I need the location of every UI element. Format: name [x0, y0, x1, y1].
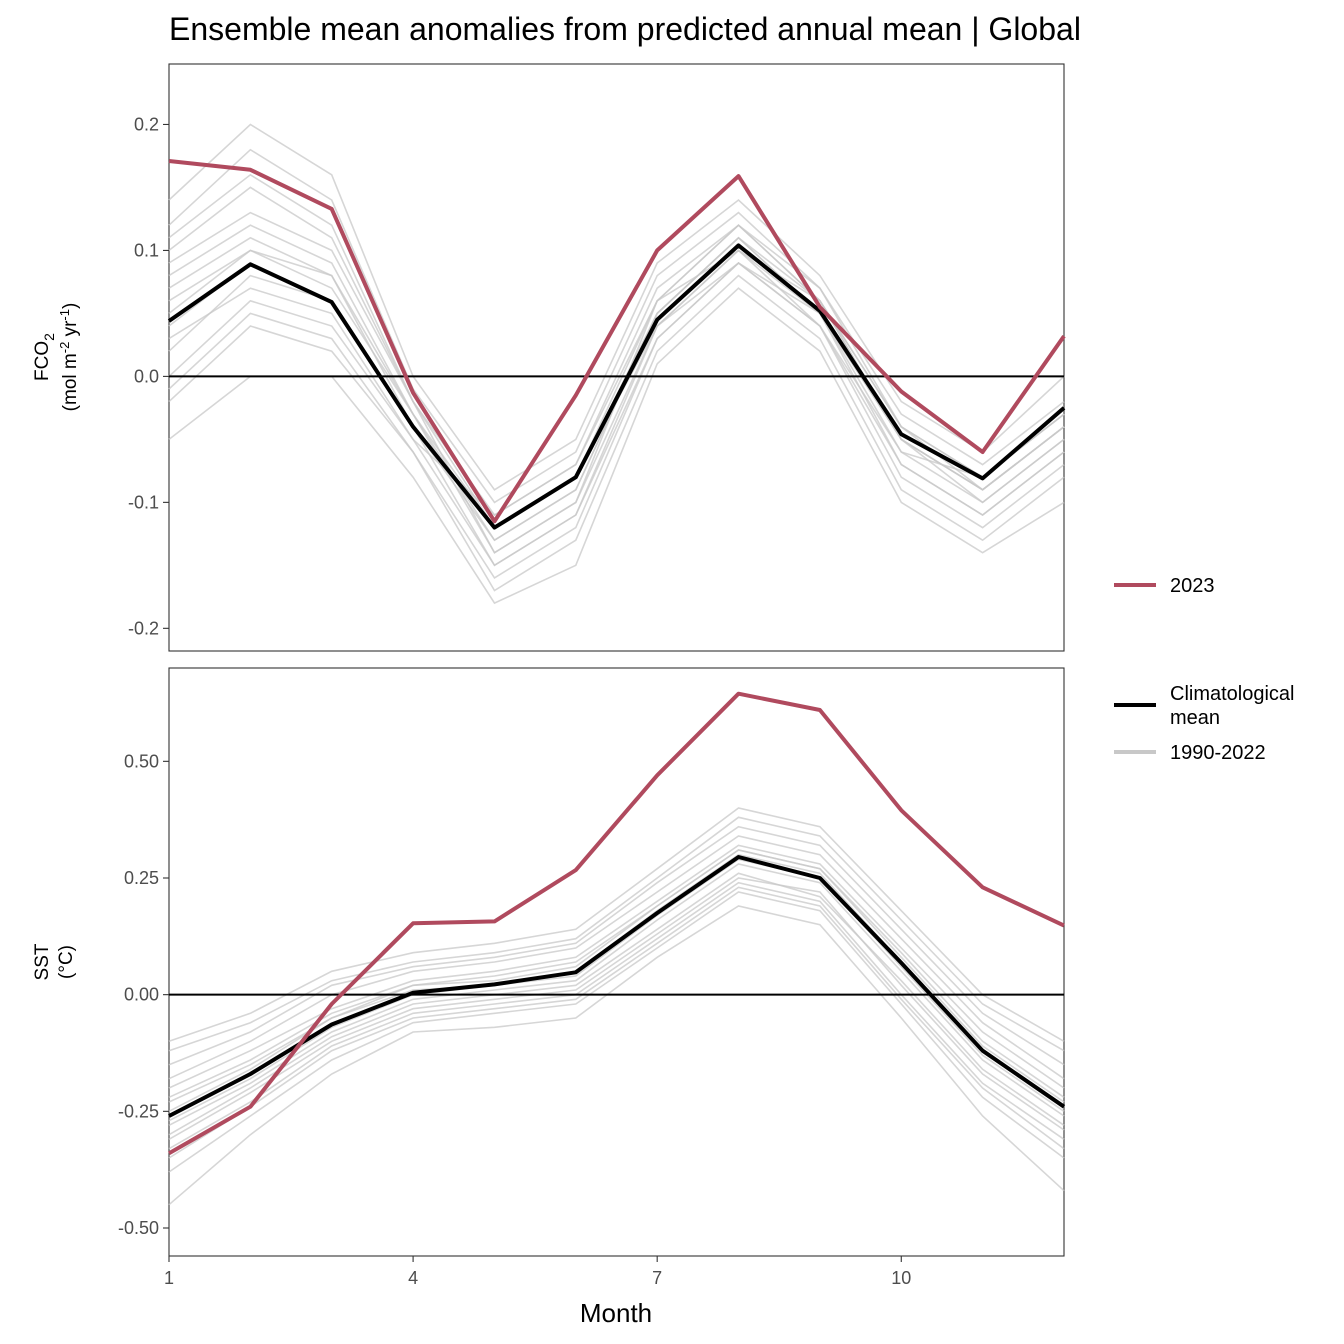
- sst-history-line-4: [168, 891, 1065, 1173]
- x-axis-title: Month: [580, 1298, 652, 1328]
- sst-history-line-14: [168, 886, 1065, 1159]
- sst-y-units: (°C): [56, 945, 77, 979]
- sst-history-line-13: [168, 816, 1065, 1052]
- sst-y-title: SST: [32, 943, 53, 980]
- sst-history-line-6: [168, 863, 1065, 1127]
- fco2-climatology-line: [167, 243, 1066, 530]
- sst-history-line-1: [168, 844, 1065, 1089]
- sst-history-line-16: [168, 877, 1065, 1140]
- sst-y-tick-label-0: -0.50: [118, 1218, 159, 1238]
- fco2-y-tick-label-1: -0.1: [128, 492, 159, 512]
- fco2-y-units: (mol m-2 yr-1): [57, 303, 81, 412]
- sst-history-line-7: [168, 807, 1065, 1043]
- sst-2023-line: [168, 691, 1065, 1156]
- fco2-history-line-15: [168, 261, 1065, 579]
- sst-history-line-11: [168, 835, 1065, 1080]
- legend-climatology-label-line2: mean: [1170, 707, 1220, 729]
- panel-fco2: -0.2 -0.1 0.0 0.1 0.2 FCO2 (mol m-2 yr-1): [32, 63, 1066, 652]
- fco2-series-lines: [167, 159, 1066, 530]
- sst-history-line-12: [168, 858, 1065, 1122]
- fco2-history-line-8: [168, 123, 1065, 491]
- sst-history-line-5: [168, 825, 1065, 1066]
- sst-series-lines: [168, 691, 1066, 1156]
- fco2-y-tick-label-0: -0.2: [128, 618, 159, 638]
- fco2-history-line-10: [168, 236, 1065, 554]
- sst-y-axis: -0.50 -0.25 0.00 0.25 0.50: [118, 751, 169, 1238]
- sst-y-tick-label-1: -0.25: [118, 1101, 159, 1121]
- sst-history-line-8: [168, 881, 1065, 1150]
- sst-y-tick-label-3: 0.25: [124, 868, 159, 888]
- fco2-2023-line: [168, 159, 1066, 524]
- fco2-history-line-4: [168, 148, 1065, 504]
- legend-climatology-label-line1: Climatological: [1170, 683, 1295, 705]
- x-axis: 1 4 7 10: [164, 1256, 911, 1288]
- panel-fco2-frame: [168, 63, 1065, 652]
- x-tick-label-1: 4: [408, 1268, 418, 1288]
- sst-y-tick-label-4: 0.50: [124, 751, 159, 771]
- x-tick-label-3: 10: [891, 1268, 911, 1288]
- fco2-history-line-5: [168, 274, 1065, 592]
- fco2-y-title: FCO2: [32, 333, 57, 381]
- sst-y-tick-label-2: 0.00: [124, 985, 159, 1005]
- sst-climatology-line: [168, 855, 1066, 1118]
- x-tick-label-2: 7: [652, 1268, 662, 1288]
- legend-history-label: 1990-2022: [1170, 742, 1266, 764]
- fco2-history-line-11: [168, 211, 1065, 529]
- fco2-y-axis: -0.2 -0.1 0.0 0.1 0.2: [128, 114, 169, 638]
- sst-history-line-10: [168, 905, 1065, 1206]
- sst-history-line-15: [168, 849, 1065, 1103]
- x-tick-label-0: 1: [164, 1268, 174, 1288]
- chart-title: Ensemble mean anomalies from predicted a…: [169, 11, 1081, 47]
- fco2-y-tick-label-4: 0.2: [134, 114, 159, 134]
- fco2-y-tick-label-3: 0.1: [134, 240, 159, 260]
- panel-sst: -0.50 -0.25 0.00 0.25 0.50 SST (°C): [32, 667, 1066, 1257]
- fco2-y-tick-label-2: 0.0: [134, 366, 159, 386]
- legend-2023-label: 2023: [1170, 575, 1215, 597]
- legend: 2023 Climatological mean 1990-2022: [1114, 575, 1295, 764]
